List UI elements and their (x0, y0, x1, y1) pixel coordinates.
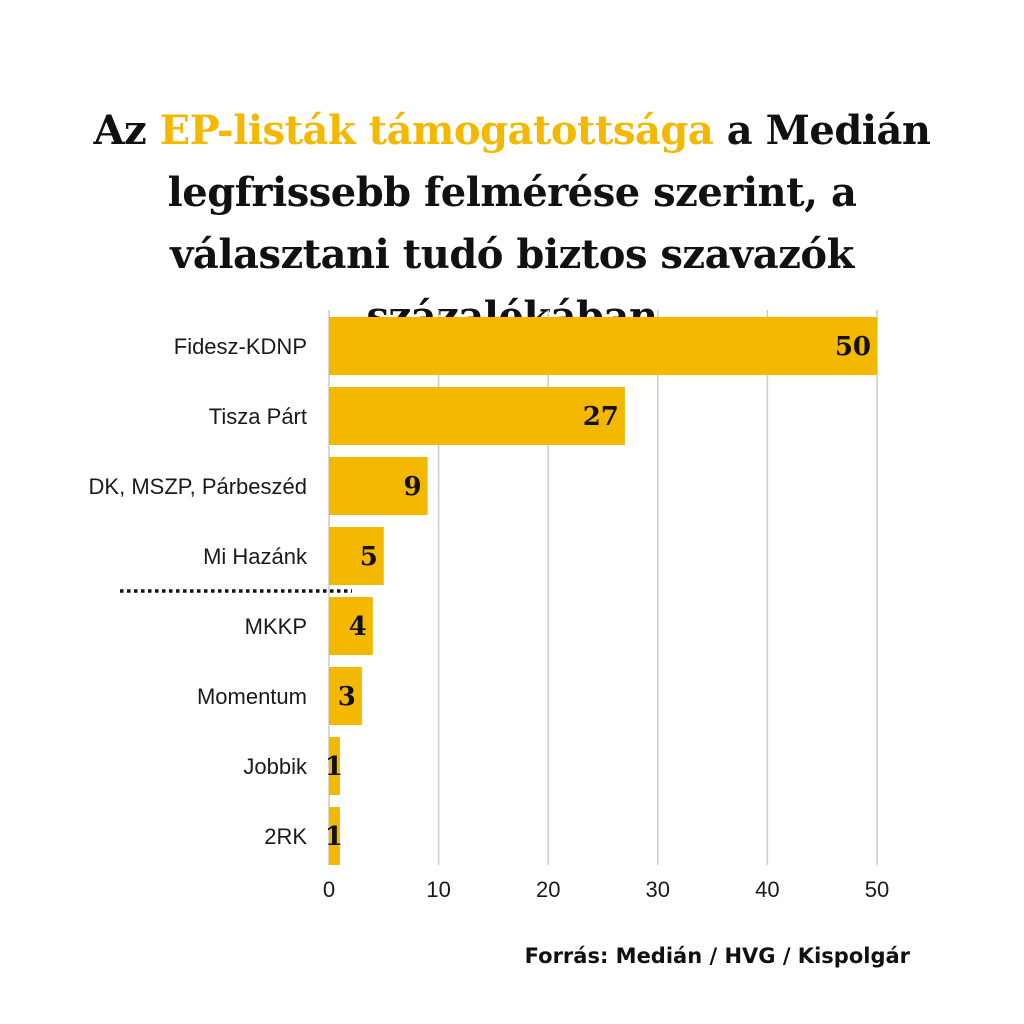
category-label: Fidesz-KDNP (174, 334, 307, 359)
value-label: 27 (583, 402, 619, 432)
value-label: 4 (349, 612, 367, 642)
bar (329, 387, 625, 445)
title-highlight: EP-listák támogatottsága (159, 107, 714, 154)
value-labels: 50 27 9 5 4 3 1 1 (325, 332, 871, 852)
x-axis-ticks: 0 10 20 30 40 50 (323, 877, 889, 902)
x-tick-label: 50 (865, 877, 889, 902)
bar (329, 597, 373, 655)
value-label: 5 (360, 542, 378, 572)
category-label: Jobbik (243, 754, 308, 779)
title-prefix: Az (93, 107, 160, 154)
bar (329, 667, 362, 725)
bar (329, 737, 340, 795)
value-label: 9 (404, 472, 422, 502)
category-label: Tisza Párt (209, 404, 307, 429)
category-label: Momentum (197, 684, 307, 709)
bars (329, 317, 877, 865)
value-label: 1 (325, 822, 343, 852)
category-label: 2RK (264, 824, 307, 849)
bar (329, 807, 340, 865)
x-tick-label: 0 (323, 877, 335, 902)
x-tick-label: 10 (426, 877, 450, 902)
x-tick-label: 40 (755, 877, 779, 902)
x-tick-label: 20 (536, 877, 560, 902)
bar (329, 527, 384, 585)
value-label: 1 (325, 752, 343, 782)
category-label: Mi Hazánk (203, 544, 308, 569)
category-label: MKKP (245, 614, 307, 639)
category-label: DK, MSZP, Párbeszéd (89, 474, 307, 499)
value-label: 3 (338, 682, 356, 712)
chart-title: Az EP-listák támogatottsága a Medián leg… (60, 100, 964, 348)
source-note: Forrás: Medián / HVG / Kispolgár (524, 944, 910, 968)
bar (329, 317, 877, 375)
x-tick-label: 30 (646, 877, 670, 902)
value-label: 50 (835, 332, 871, 362)
category-labels: Fidesz-KDNP Tisza Párt DK, MSZP, Párbeszéd… (89, 334, 308, 849)
bar (329, 457, 428, 515)
title-suffix: a Medián legfrissebb felmérése szerint, … (167, 107, 931, 340)
